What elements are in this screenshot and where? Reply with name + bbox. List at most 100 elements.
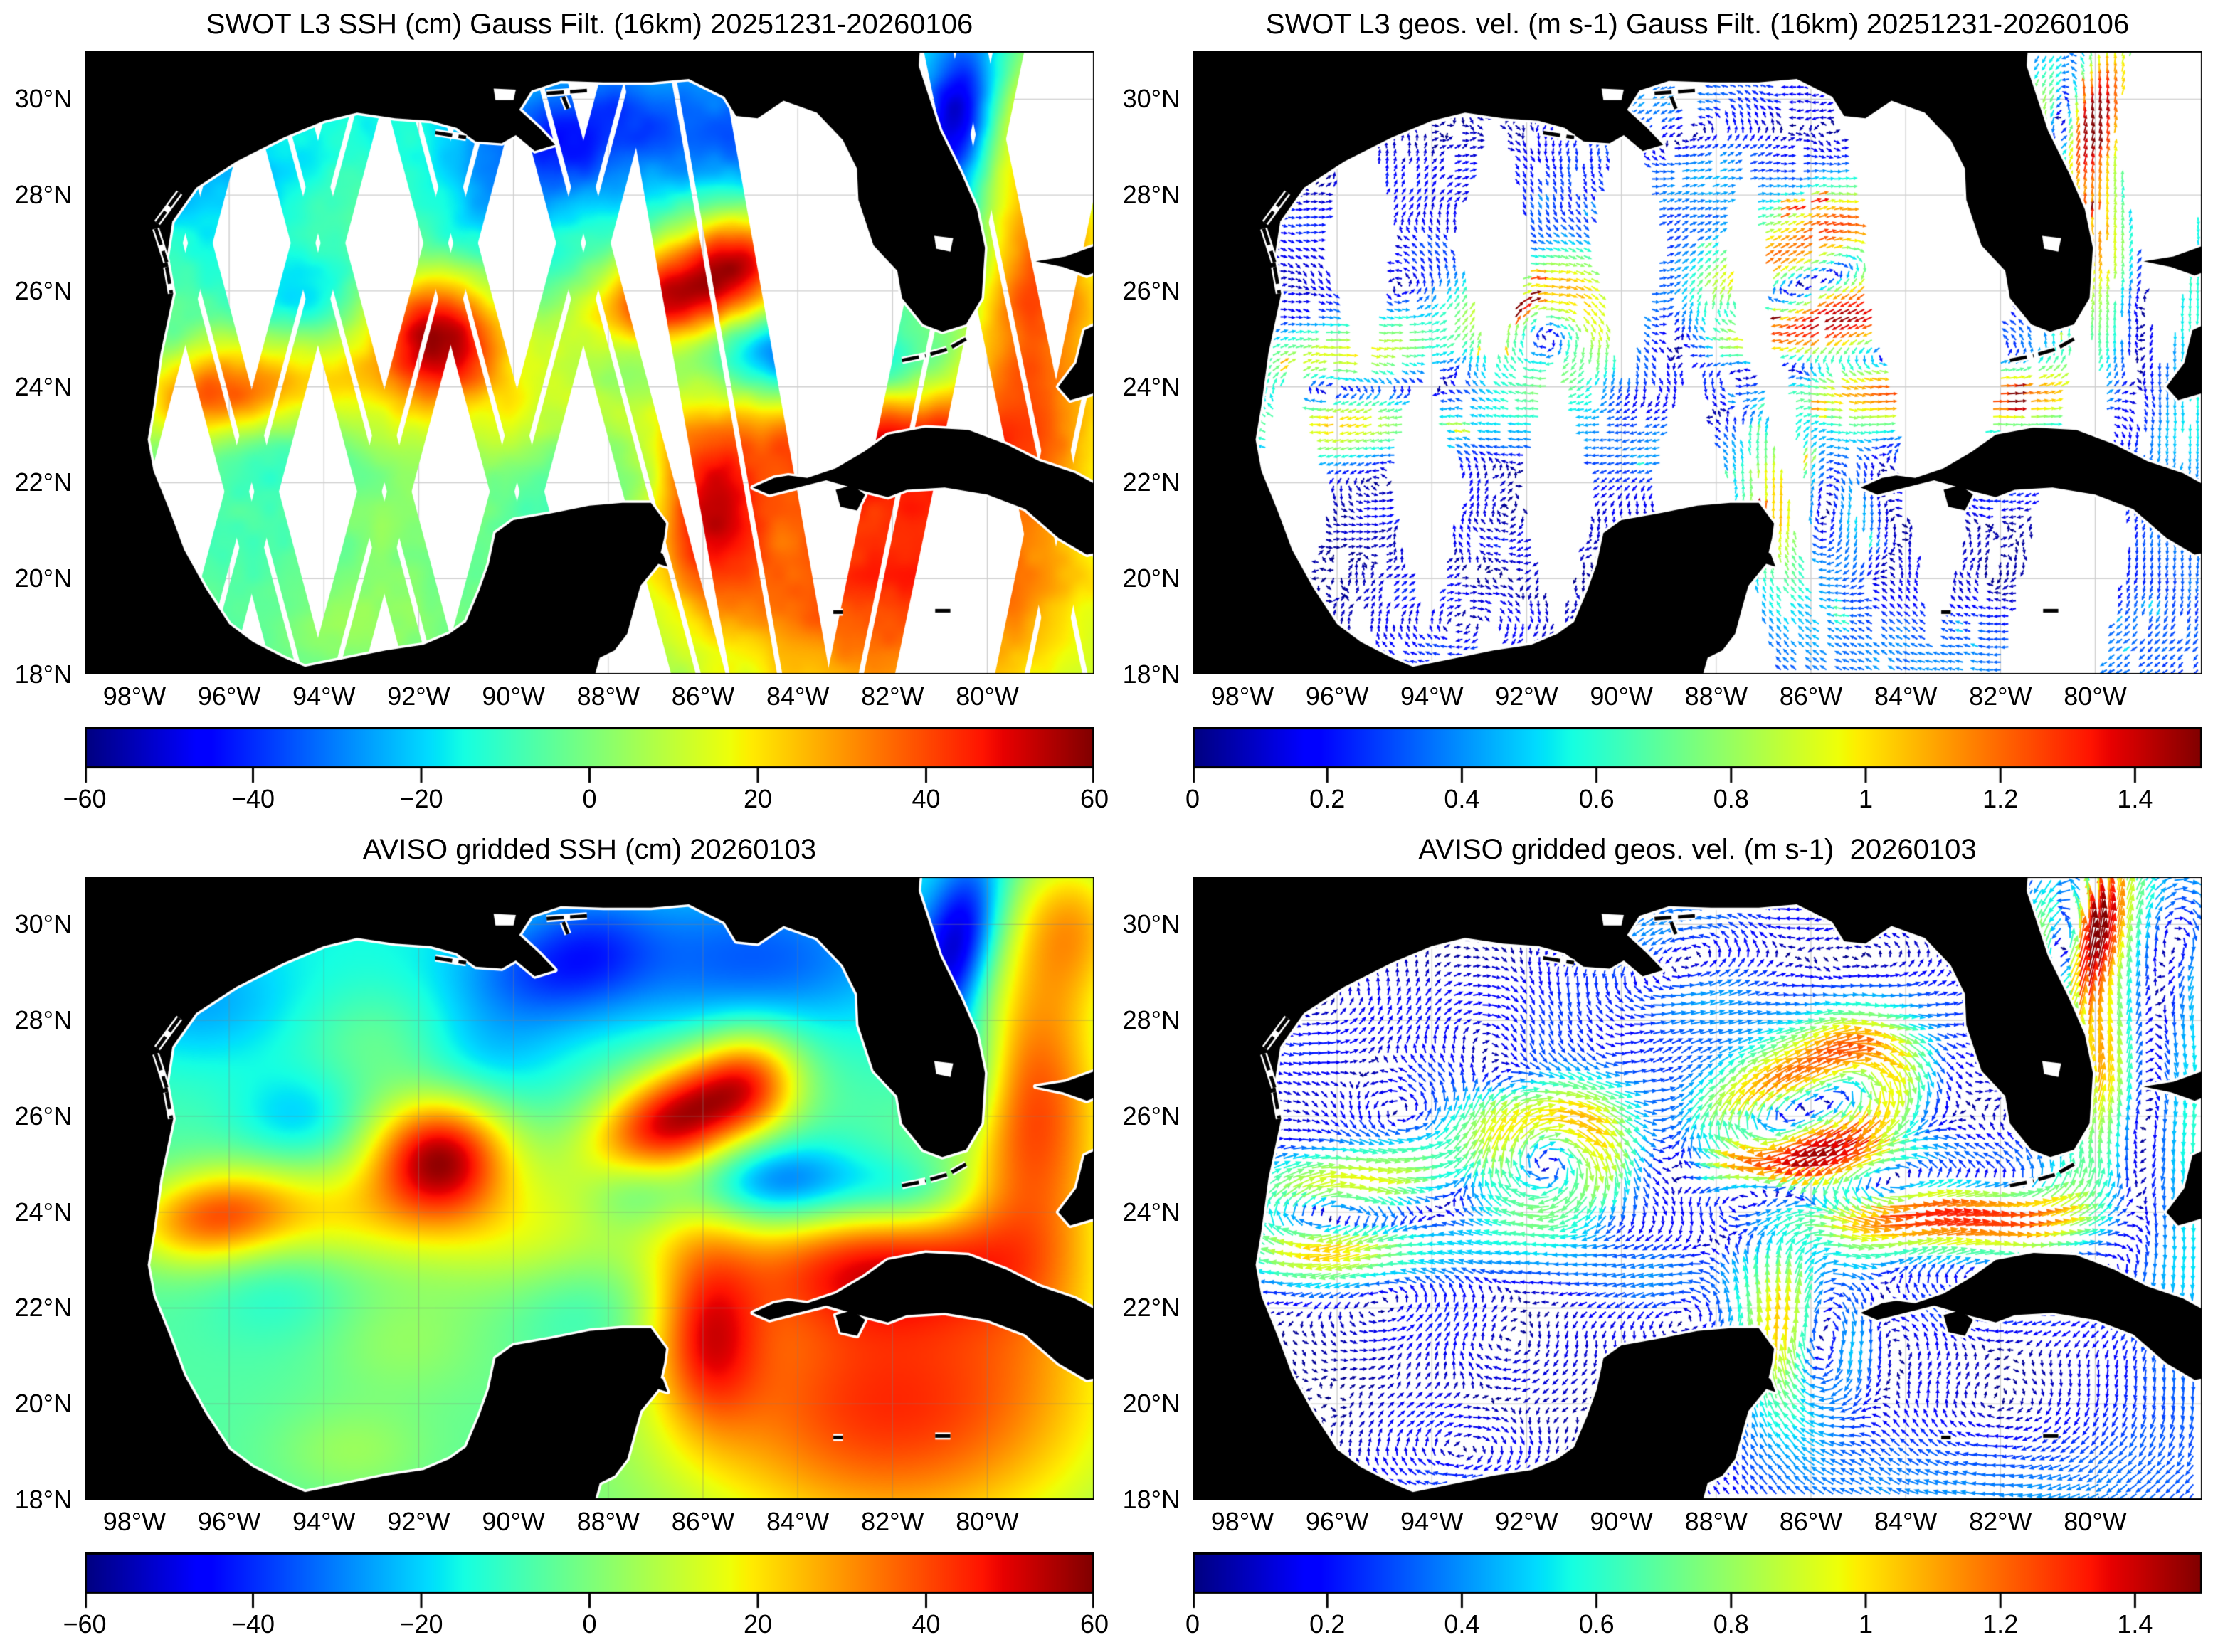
y-tick-label: 28°N [14, 180, 72, 210]
x-tick-label: 84°W [1874, 1507, 1938, 1536]
colorbar-tick-label: 1 [1858, 1609, 1874, 1638]
x-tick-label: 82°W [861, 1507, 924, 1536]
x-tick-label: 98°W [1210, 682, 1274, 711]
colorbar-tick-label: 20 [743, 1609, 773, 1638]
y-tick-label: 22°N [1122, 467, 1180, 497]
x-tick-label: 94°W [292, 682, 356, 711]
colorbar-tick-label: −40 [231, 1609, 275, 1638]
colorbar-tick-label: 1.2 [1982, 1609, 2019, 1638]
y-tick-label: 24°N [1122, 1197, 1180, 1227]
x-tick-label: 90°W [482, 1507, 545, 1536]
colorbar-tick-label: 0.6 [1578, 1609, 1615, 1638]
panel-aviso-ssh: AVISO gridded SSH (cm) 20260103 98°W 96°W… [15, 834, 1109, 1638]
panel-title-aviso-velocity: AVISO gridded geos. vel. (m s-1) 2026010… [1418, 834, 1977, 865]
panel-title-aviso-ssh: AVISO gridded SSH (cm) 20260103 [362, 834, 817, 865]
colorbar-tick-label: 0.4 [1444, 784, 1480, 813]
colorbar-tick-label: −60 [63, 784, 107, 813]
x-tick-label: 92°W [1495, 682, 1558, 711]
x-tick-label: 92°W [387, 1507, 450, 1536]
x-tick-label: 88°W [576, 1507, 640, 1536]
colorbar-tick-label: 40 [912, 784, 941, 813]
y-tick-label: 18°N [14, 1485, 72, 1514]
x-tick-label: 86°W [1779, 1507, 1843, 1536]
x-tick-label: 96°W [197, 682, 261, 711]
y-tick-label: 22°N [14, 467, 72, 497]
y-tick-label: 28°N [1122, 180, 1180, 210]
colorbar-tick-label: 1.4 [2117, 784, 2153, 813]
x-tick-label: 80°W [2064, 682, 2127, 711]
x-tick-label: 96°W [197, 1507, 261, 1536]
x-tick-label: 94°W [1400, 682, 1464, 711]
colorbar-tick-label: −20 [399, 784, 443, 813]
x-tick-label: 92°W [387, 682, 450, 711]
y-tick-label: 18°N [14, 660, 72, 689]
x-tick-label: 96°W [1305, 682, 1369, 711]
x-tick-label: 86°W [671, 1507, 735, 1536]
colorbar-tick-label: 40 [912, 1609, 941, 1638]
x-tick-label: 84°W [1874, 682, 1938, 711]
colorbar-tick-label: 0.4 [1444, 1609, 1480, 1638]
y-tick-label: 20°N [14, 1389, 72, 1419]
x-tick-label: 82°W [861, 682, 924, 711]
y-tick-label: 30°N [1122, 84, 1180, 114]
swot-velocity-map-canvas [1193, 51, 2202, 674]
x-tick-label: 98°W [102, 682, 167, 711]
y-tick-label: 22°N [1122, 1293, 1180, 1323]
colorbar-tick-label: 0 [1185, 1609, 1200, 1638]
x-tick-label: 96°W [1305, 1507, 1369, 1536]
panel-aviso-velocity: AVISO gridded geos. vel. (m s-1) 2026010… [1123, 834, 2202, 1638]
colorbar-tick-label: 1.4 [2117, 1609, 2153, 1638]
y-tick-label: 20°N [14, 563, 72, 593]
x-tick-label: 98°W [1210, 1507, 1274, 1536]
colorbar-tick-label: 1.2 [1982, 784, 2019, 813]
x-tick-label: 86°W [671, 682, 735, 711]
aviso-velocity-map-canvas [1193, 877, 2202, 1500]
colorbar-tick-label: 0.8 [1713, 784, 1749, 813]
swot-ssh-map-canvas [85, 51, 1094, 674]
colorbar-tick-label: −60 [63, 1609, 107, 1638]
y-tick-label: 26°N [1122, 1101, 1180, 1131]
x-tick-label: 84°W [766, 1507, 830, 1536]
x-tick-label: 80°W [2064, 1507, 2127, 1536]
colorbar-tick-label: 0.2 [1309, 1609, 1346, 1638]
colorbar-tick-label: 0 [582, 1609, 597, 1638]
x-tick-label: 94°W [1400, 1507, 1464, 1536]
y-tick-label: 28°N [1122, 1005, 1180, 1035]
swot-ssh-colorbar-canvas [85, 727, 1094, 787]
x-tick-label: 88°W [1684, 682, 1748, 711]
colorbar-tick-label: 0.2 [1309, 784, 1346, 813]
colorbar-tick-label: 0 [582, 784, 597, 813]
y-tick-label: 20°N [1122, 563, 1180, 593]
aviso-ssh-map-canvas [85, 877, 1094, 1500]
y-tick-label: 26°N [1122, 275, 1180, 305]
y-tick-label: 20°N [1122, 1389, 1180, 1419]
panel-swot-ssh: SWOT L3 SSH (cm) Gauss Filt. (16km) 2025… [15, 9, 1109, 813]
x-tick-label: 84°W [766, 682, 830, 711]
x-tick-label: 90°W [482, 682, 545, 711]
colorbar-tick-label: 0.6 [1578, 784, 1615, 813]
colorbar-tick-label: −20 [399, 1609, 443, 1638]
colorbar-tick-label: 60 [1079, 784, 1109, 813]
x-tick-label: 86°W [1779, 682, 1843, 711]
x-tick-label: 82°W [1969, 1507, 2032, 1536]
panel-swot-velocity: SWOT L3 geos. vel. (m s-1) Gauss Filt. (… [1123, 9, 2202, 813]
panel-title-swot-ssh: SWOT L3 SSH (cm) Gauss Filt. (16km) 2025… [206, 9, 973, 40]
swot-velocity-colorbar-canvas [1193, 727, 2202, 787]
y-tick-label: 28°N [14, 1005, 72, 1035]
y-tick-label: 26°N [14, 275, 72, 305]
y-tick-label: 18°N [1122, 660, 1180, 689]
colorbar-tick-label: −40 [231, 784, 275, 813]
x-tick-label: 90°W [1590, 1507, 1653, 1536]
x-tick-label: 92°W [1495, 1507, 1558, 1536]
colorbar-tick-label: 0.8 [1713, 1609, 1749, 1638]
colorbar-tick-label: 60 [1079, 1609, 1109, 1638]
x-tick-label: 94°W [292, 1507, 356, 1536]
y-tick-label: 30°N [14, 909, 72, 939]
x-tick-label: 82°W [1969, 682, 2032, 711]
x-tick-label: 90°W [1590, 682, 1653, 711]
colorbar-tick-label: 20 [743, 784, 773, 813]
x-tick-label: 98°W [102, 1507, 167, 1536]
aviso-velocity-colorbar-canvas [1193, 1552, 2202, 1612]
y-tick-label: 22°N [14, 1293, 72, 1323]
